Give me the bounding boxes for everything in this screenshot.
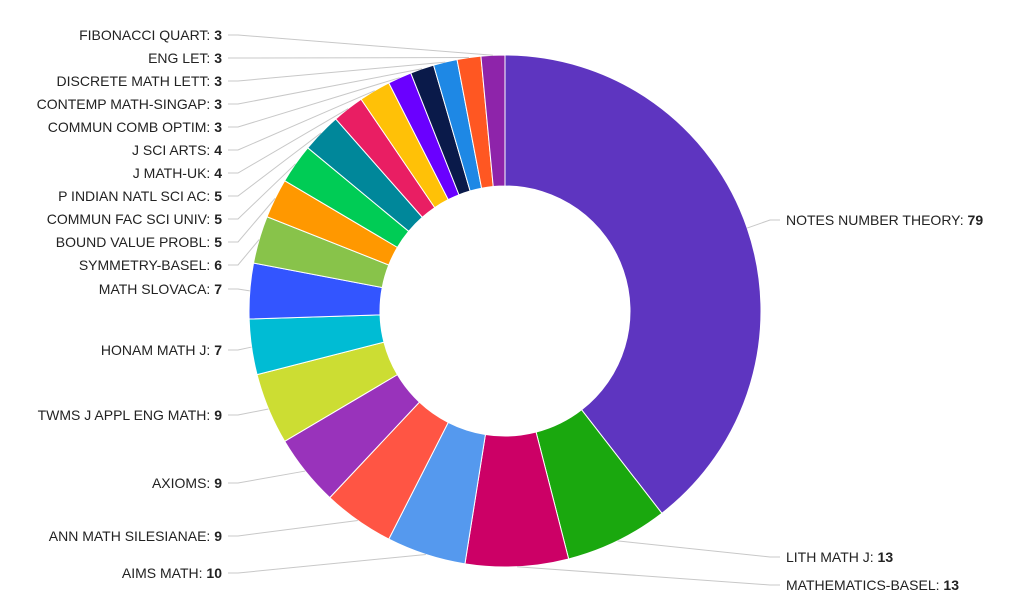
leader-line — [228, 239, 260, 266]
label-value: 5 — [214, 188, 222, 204]
label-value: 3 — [214, 50, 222, 66]
leader-line — [617, 540, 780, 558]
label-value: 9 — [214, 475, 222, 491]
label-value: 3 — [214, 73, 222, 89]
label-value: 13 — [877, 549, 894, 565]
leader-line — [228, 346, 252, 351]
label-name: TWMS J APPL ENG MATH — [38, 407, 215, 423]
leader-line — [228, 34, 493, 56]
label-value: 4 — [214, 142, 222, 158]
leader-line — [228, 68, 423, 105]
slice-label: HONAM MATH J7 — [101, 341, 222, 359]
label-name: SYMMETRY-BASEL — [79, 257, 214, 273]
leader-line — [228, 132, 322, 197]
slice-label: AXIOMS9 — [152, 474, 222, 492]
leader-line — [747, 219, 780, 229]
slice-label: COMMUN FAC SCI UNIV5 — [47, 210, 222, 228]
slice-label: ANN MATH SILESIANAE9 — [49, 527, 222, 545]
leader-line — [228, 163, 296, 220]
leader-line — [228, 470, 306, 484]
slice-label: DISCRETE MATH LETT3 — [57, 72, 222, 90]
label-value: 3 — [214, 96, 222, 112]
label-value: 9 — [214, 407, 222, 423]
slice-label: P INDIAN NATL SCI AC5 — [58, 187, 222, 205]
leader-line — [228, 61, 446, 82]
slice-label: ENG LET3 — [148, 49, 222, 67]
label-name: FIBONACCI QUART — [79, 27, 214, 43]
label-name: HONAM MATH J — [101, 342, 214, 358]
label-name: LITH MATH J — [786, 549, 878, 565]
leader-line — [228, 77, 400, 128]
leader-line — [517, 566, 780, 586]
label-value: 10 — [206, 565, 222, 581]
label-value: 5 — [214, 211, 222, 227]
label-value: 3 — [214, 27, 222, 43]
leader-line — [228, 408, 269, 416]
label-name: AXIOMS — [152, 475, 214, 491]
label-value: 13 — [943, 577, 959, 593]
label-name: AIMS MATH — [122, 565, 207, 581]
label-name: P INDIAN NATL SCI AC — [58, 188, 214, 204]
leader-line — [228, 288, 250, 292]
leader-line — [228, 198, 276, 243]
slice-label: J SCI ARTS4 — [132, 141, 222, 159]
label-name: COMMUN FAC SCI UNIV — [47, 211, 215, 227]
label-name: J MATH-UK — [133, 165, 214, 181]
leader-line — [228, 553, 426, 574]
slice-label: NOTES NUMBER THEORY79 — [786, 211, 983, 229]
slice-label: AIMS MATH10 — [122, 564, 222, 582]
slice-label: LITH MATH J13 — [786, 548, 893, 566]
label-name: CONTEMP MATH-SINGAP — [37, 96, 215, 112]
label-name: MATH SLOVACA — [99, 281, 214, 297]
slice-label: FIBONACCI QUART3 — [79, 26, 222, 44]
label-name: ANN MATH SILESIANAE — [49, 528, 214, 544]
leader-line — [228, 519, 358, 537]
label-name: DISCRETE MATH LETT — [57, 73, 215, 89]
label-name: NOTES NUMBER THEORY — [786, 212, 968, 228]
slice-label: COMMUN COMB OPTIM3 — [48, 118, 222, 136]
label-name: BOUND VALUE PROBL — [56, 234, 214, 250]
slice-label: SYMMETRY-BASEL6 — [79, 256, 222, 274]
leader-line — [228, 90, 375, 151]
slice-label: MATHEMATICS-BASEL13 — [786, 576, 959, 594]
slice-label: MATH SLOVACA7 — [99, 280, 222, 298]
slice-label: CONTEMP MATH-SINGAP3 — [37, 95, 222, 113]
label-value: 4 — [214, 165, 222, 181]
label-value: 79 — [967, 212, 984, 228]
label-value: 6 — [214, 257, 222, 273]
label-value: 5 — [214, 234, 222, 250]
label-value: 3 — [214, 119, 222, 135]
donut-slice — [480, 54, 506, 188]
label-value: 9 — [214, 528, 222, 544]
label-value: 7 — [214, 281, 222, 297]
slice-label: BOUND VALUE PROBL5 — [56, 233, 222, 251]
label-name: ENG LET — [148, 50, 214, 66]
label-name: MATHEMATICS-BASEL — [786, 577, 943, 593]
label-name: COMMUN COMB OPTIM — [48, 119, 214, 135]
label-value: 7 — [214, 342, 222, 358]
slice-label: TWMS J APPL ENG MATH9 — [38, 406, 222, 424]
donut-slice — [504, 54, 762, 514]
slice-label: J MATH-UK4 — [133, 164, 222, 182]
label-name: J SCI ARTS — [132, 142, 214, 158]
leader-line — [228, 108, 349, 174]
